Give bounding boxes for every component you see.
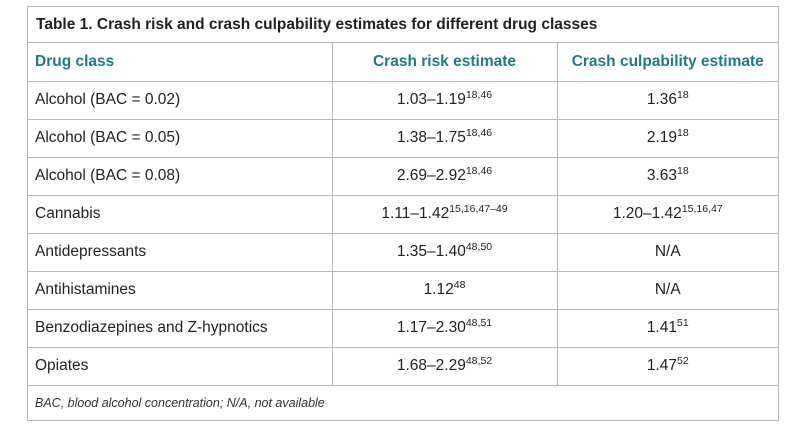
cell-drug-class: Benzodiazepines and Z-hypnotics bbox=[28, 309, 332, 348]
cell-drug-class: Alcohol (BAC = 0.02) bbox=[28, 81, 332, 120]
reference-superscript: 18,46 bbox=[465, 165, 493, 177]
crash-risk-value: 1.03–1.19 bbox=[396, 91, 466, 108]
cell-crash-risk: 1.03–1.1918,46 bbox=[331, 81, 557, 120]
reference-superscript: 15,16,47 bbox=[681, 203, 723, 215]
reference-superscript: 48,52 bbox=[465, 355, 493, 367]
reference-superscript: 51 bbox=[676, 317, 689, 329]
table-body: Alcohol (BAC = 0.02) 1.03–1.1918,46 1.3618… bbox=[28, 81, 778, 386]
culpability-value: 2.19 bbox=[646, 129, 677, 146]
culpability-value: 1.36 bbox=[646, 91, 677, 108]
crash-risk-value: 1.12 bbox=[423, 281, 454, 298]
cell-culpability: N/A bbox=[556, 271, 778, 310]
cell-crash-risk: 1.11–1.4215,16,47–49 bbox=[331, 195, 557, 234]
reference-superscript: 18 bbox=[676, 165, 689, 177]
reference-superscript: 15,16,47–49 bbox=[449, 203, 508, 215]
table-row: Benzodiazepines and Z-hypnotics 1.17–2.30… bbox=[28, 309, 778, 348]
cell-culpability: 1.4752 bbox=[556, 347, 778, 386]
header-culpability: Crash culpability estimate bbox=[556, 43, 778, 82]
cell-culpability: N/A bbox=[556, 233, 778, 272]
cell-culpability: 1.3618 bbox=[556, 81, 778, 120]
table-row: Opiates 1.68–2.2948,52 1.4752 bbox=[28, 347, 778, 386]
cell-drug-class: Cannabis bbox=[28, 195, 332, 234]
cell-culpability: 1.20–1.4215,16,47 bbox=[556, 195, 778, 234]
cell-culpability: 1.4151 bbox=[556, 309, 778, 348]
culpability-value: 3.63 bbox=[646, 167, 677, 184]
header-crash-risk: Crash risk estimate bbox=[331, 43, 557, 82]
table-caption: Table 1. Crash risk and crash culpabilit… bbox=[28, 7, 778, 43]
reference-superscript: 18 bbox=[676, 127, 689, 139]
crash-risk-value: 1.17–2.30 bbox=[396, 319, 466, 336]
cell-drug-class: Alcohol (BAC = 0.08) bbox=[28, 157, 332, 196]
culpability-value: N/A bbox=[654, 243, 681, 260]
cell-culpability: 3.6318 bbox=[556, 157, 778, 196]
header-drug-class: Drug class bbox=[28, 43, 332, 82]
culpability-value: 1.20–1.42 bbox=[612, 205, 682, 222]
culpability-value: N/A bbox=[654, 281, 681, 298]
drug-table: Table 1. Crash risk and crash culpabilit… bbox=[27, 6, 779, 421]
table-row: Alcohol (BAC = 0.05) 1.38–1.7518,46 2.1918 bbox=[28, 119, 778, 158]
reference-superscript: 18,46 bbox=[465, 89, 493, 101]
table-row: Antihistamines 1.1248 N/A bbox=[28, 271, 778, 310]
cell-crash-risk: 1.68–2.2948,52 bbox=[331, 347, 557, 386]
table-footnote: BAC, blood alcohol concentration; N/A, n… bbox=[35, 395, 325, 410]
crash-risk-value: 1.38–1.75 bbox=[396, 129, 466, 146]
crash-risk-value: 1.35–1.40 bbox=[396, 243, 466, 260]
cell-crash-risk: 1.38–1.7518,46 bbox=[331, 119, 557, 158]
table-row: Alcohol (BAC = 0.08) 2.69–2.9218,46 3.6318 bbox=[28, 157, 778, 196]
reference-superscript: 52 bbox=[676, 355, 689, 367]
reference-superscript: 48,51 bbox=[465, 317, 493, 329]
cell-crash-risk: 2.69–2.9218,46 bbox=[331, 157, 557, 196]
cell-drug-class: Opiates bbox=[28, 347, 332, 386]
cell-crash-risk: 1.35–1.4048,50 bbox=[331, 233, 557, 272]
culpability-value: 1.41 bbox=[646, 319, 677, 336]
culpability-value: 1.47 bbox=[646, 357, 677, 374]
cell-drug-class: Alcohol (BAC = 0.05) bbox=[28, 119, 332, 158]
table-row: Alcohol (BAC = 0.02) 1.03–1.1918,46 1.3618 bbox=[28, 81, 778, 120]
crash-risk-value: 1.68–2.29 bbox=[396, 357, 466, 374]
table-header-row: Drug class Crash risk estimate Crash cul… bbox=[28, 43, 778, 82]
cell-drug-class: Antihistamines bbox=[28, 271, 332, 310]
cell-crash-risk: 1.1248 bbox=[331, 271, 557, 310]
cell-drug-class: Antidepressants bbox=[28, 233, 332, 272]
reference-superscript: 48 bbox=[453, 279, 466, 291]
table-row: Cannabis 1.11–1.4215,16,47–49 1.20–1.4215,… bbox=[28, 195, 778, 234]
reference-superscript: 48,50 bbox=[465, 241, 493, 253]
crash-risk-value: 2.69–2.92 bbox=[396, 167, 466, 184]
reference-superscript: 18,46 bbox=[465, 127, 493, 139]
table-row: Antidepressants 1.35–1.4048,50 N/A bbox=[28, 233, 778, 272]
table-grid: Drug class Crash risk estimate Crash cul… bbox=[28, 43, 778, 386]
cell-culpability: 2.1918 bbox=[556, 119, 778, 158]
crash-risk-value: 1.11–1.42 bbox=[381, 205, 450, 222]
cell-crash-risk: 1.17–2.3048,51 bbox=[331, 309, 557, 348]
reference-superscript: 18 bbox=[676, 89, 689, 101]
